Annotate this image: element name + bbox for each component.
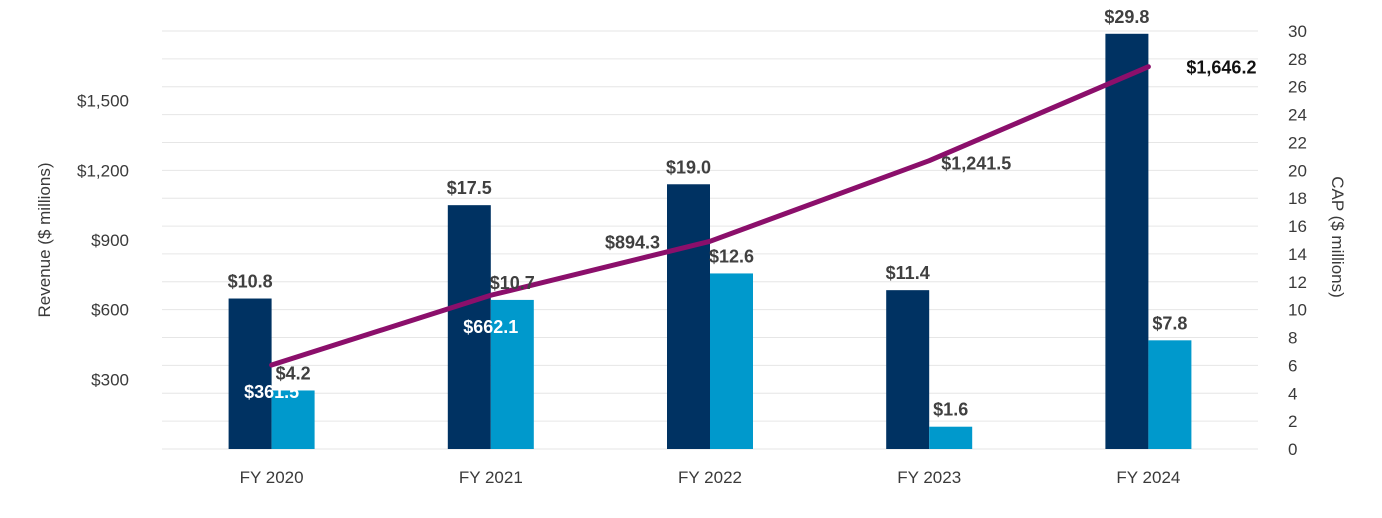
x-tick-label: FY 2020 xyxy=(240,468,304,487)
y-right-tick-label: 8 xyxy=(1288,329,1297,348)
y-right-tick-label: 30 xyxy=(1288,22,1307,41)
bar-dark xyxy=(447,205,491,449)
y-right-tick-label: 4 xyxy=(1288,384,1297,403)
line-point-label: $894.3 xyxy=(605,232,660,252)
bar-dark xyxy=(228,298,272,449)
axes: Revenue ($ millions) CAP ($ millions) 0 2… xyxy=(35,22,1347,487)
y-right-tick-label: 20 xyxy=(1288,161,1307,180)
y-right-tick-label: 2 xyxy=(1288,412,1297,431)
y-left-tick-label: $300 xyxy=(91,370,129,389)
line-series xyxy=(269,64,1151,368)
bar-light xyxy=(490,299,534,449)
x-tick-label: FY 2023 xyxy=(897,468,961,487)
revenue-line xyxy=(269,64,1151,368)
y-right-tick-label: 28 xyxy=(1288,50,1307,69)
y-left-tick-label: $1,500 xyxy=(77,92,129,111)
line-point-label: $361.5 xyxy=(244,382,299,402)
bar-light xyxy=(929,426,973,449)
bars xyxy=(228,33,1192,449)
y-left-tick-label: $1,200 xyxy=(77,161,129,180)
bar-light-label: $12.6 xyxy=(709,246,754,266)
y-right-tick-label: 16 xyxy=(1288,217,1307,236)
y-right-tick-label: 22 xyxy=(1288,133,1307,152)
y-right-tick-label: 12 xyxy=(1288,273,1307,292)
bar-dark-label: $11.4 xyxy=(886,263,930,283)
y-right-tick-label: 18 xyxy=(1288,189,1307,208)
bar-light xyxy=(271,390,315,449)
bar-dark-label: $17.5 xyxy=(447,178,492,198)
bar-light-label: $4.2 xyxy=(276,363,311,383)
y-left-tick-label: $600 xyxy=(91,301,129,320)
y-right-axis-title: CAP ($ millions) xyxy=(1328,176,1347,298)
bar-light-label: $1.6 xyxy=(933,400,968,420)
line-point-label: $1,646.2 xyxy=(1186,58,1256,78)
bar-light-label: $10.7 xyxy=(490,273,535,293)
bar-light xyxy=(710,273,753,449)
bar-light xyxy=(1148,340,1192,449)
bar-dark xyxy=(886,290,930,449)
y-left-axis-title: Revenue ($ millions) xyxy=(35,163,54,318)
bar-dark xyxy=(1105,33,1149,449)
bar-dark-label: $10.8 xyxy=(228,272,273,292)
x-tick-label: FY 2021 xyxy=(459,468,523,487)
y-right-tick-label: 26 xyxy=(1288,78,1307,97)
line-point-label: $662.1 xyxy=(463,317,518,337)
y-right-tick-label: 6 xyxy=(1288,356,1297,375)
y-right-tick-label: 24 xyxy=(1288,106,1307,125)
y-left-tick-label: $900 xyxy=(91,231,129,250)
y-right-tick-label: 10 xyxy=(1288,301,1307,320)
x-tick-label: FY 2024 xyxy=(1116,468,1180,487)
bar-light-label: $7.8 xyxy=(1152,313,1187,333)
bar-dark xyxy=(667,184,710,449)
line-point-label: $1,241.5 xyxy=(941,154,1011,174)
y-right-tick-label: 14 xyxy=(1288,245,1307,264)
x-tick-label: FY 2022 xyxy=(678,468,742,487)
bar-dark-label: $19.0 xyxy=(666,157,711,177)
y-right-tick-label: 0 xyxy=(1288,440,1297,459)
data-labels: $10.8 $4.2 $17.5 $10.7 $19.0 $12.6 $11.4 $1.6 $2… xyxy=(228,7,1257,420)
bar-dark-label: $29.8 xyxy=(1104,7,1149,27)
